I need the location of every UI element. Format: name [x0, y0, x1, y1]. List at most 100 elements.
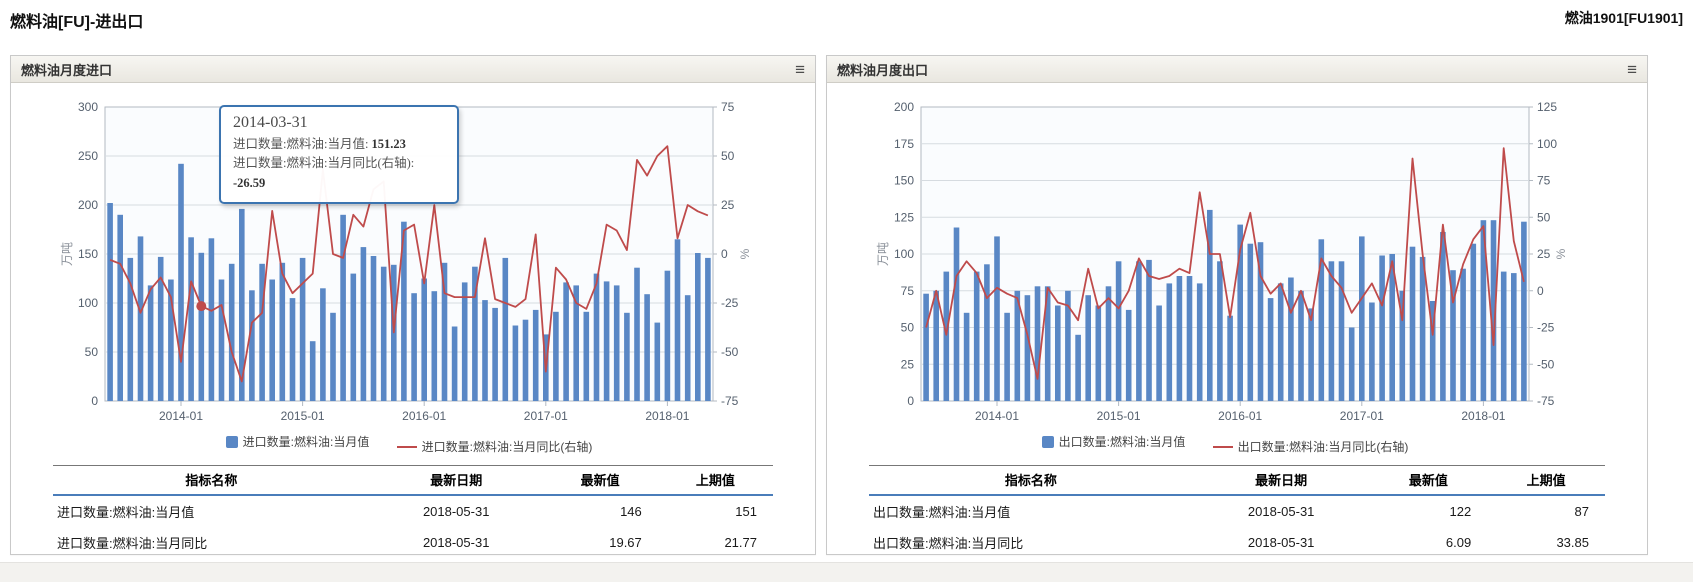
- bar: [1136, 261, 1142, 401]
- bar: [1399, 290, 1406, 402]
- x-axis-tick-label: 2015-01: [281, 409, 325, 423]
- bar: [1156, 305, 1162, 401]
- bar: [674, 239, 681, 401]
- bar: [1450, 270, 1456, 401]
- left-axis-tick-label: 150: [78, 247, 98, 261]
- bar: [1277, 283, 1284, 401]
- bar: [441, 262, 448, 401]
- bar: [1247, 243, 1254, 401]
- bar: [664, 270, 671, 401]
- bar: [259, 263, 265, 401]
- bar: [299, 257, 306, 401]
- legend-item-import-value[interactable]: 进口数量:燃料油:当月值: [225, 433, 370, 450]
- import-legend: 进口数量:燃料油:当月值 进口数量:燃料油:当月同比(右轴): [59, 433, 759, 455]
- yoy-line: [109, 145, 709, 383]
- bar: [107, 203, 113, 401]
- bar: [522, 319, 529, 401]
- bar: [461, 282, 468, 401]
- table-row: 进口数量:燃料油:当月值 2018-05-31 146 151: [57, 504, 757, 520]
- bar: [695, 253, 701, 401]
- export-panel: 燃料油月度出口 ≡ 0 25 50 75 100 125 150 175 200 -75 -50 -2…: [826, 55, 1648, 555]
- bar: [1419, 256, 1426, 401]
- bar: [1176, 276, 1183, 401]
- bar: [512, 325, 519, 401]
- bar: [269, 279, 275, 401]
- right-axis-tick-label: 125: [1537, 100, 1557, 114]
- table-row: 进口数量:燃料油:当月同比 2018-05-31 19.67 21.77: [57, 535, 757, 551]
- right-axis-tick-label: -25: [721, 296, 739, 310]
- bar: [137, 236, 144, 401]
- bar: [613, 285, 620, 401]
- bar-swatch-icon: [225, 435, 238, 448]
- left-axis-tick-label: 100: [78, 296, 98, 310]
- legend-label: 进口数量:燃料油:当月值: [242, 435, 370, 449]
- bar: [482, 300, 488, 401]
- x-axis-tick-label: 2017-01: [524, 409, 568, 423]
- bar: [624, 312, 630, 401]
- contract-label[interactable]: 燃油1901[FU1901]: [1564, 10, 1683, 26]
- bar: [1429, 301, 1436, 401]
- export-chart-canvas[interactable]: 0 25 50 75 100 125 150 175 200 -75 -50 -25 0 25 50 75 10…: [875, 97, 1575, 429]
- bar: [1338, 261, 1345, 401]
- menu-icon[interactable]: ≡: [795, 59, 805, 79]
- import-chart: 0 50 100 150 200 250 300 -75 -50 -25 0 25 50 75 2014-0…: [23, 87, 803, 429]
- bar: [401, 221, 407, 401]
- right-axis-tick-label: -25: [1537, 321, 1555, 335]
- x-axis-tick-label: 2014-01: [975, 409, 1019, 423]
- bar: [1511, 273, 1517, 401]
- table-row: 出口数量:燃料油:当月值 2018-05-31 122 87: [873, 504, 1589, 520]
- bar: [1217, 261, 1223, 401]
- menu-icon[interactable]: ≡: [1627, 59, 1637, 79]
- bar: [279, 262, 286, 401]
- right-axis-tick-label: -50: [1537, 357, 1555, 371]
- right-axis-tick-label: 0: [1537, 284, 1544, 298]
- bar: [1095, 305, 1102, 401]
- bar: [644, 294, 650, 401]
- yoy-line: [925, 147, 1525, 380]
- left-axis-tick-label: 300: [78, 100, 98, 114]
- bar: [198, 252, 205, 401]
- bar: [228, 263, 235, 401]
- bar: [1318, 239, 1325, 401]
- right-axis-tick-label: -50: [721, 345, 739, 359]
- bar: [1014, 290, 1021, 402]
- bar: [1409, 246, 1416, 401]
- bar: [208, 238, 215, 401]
- bar: [1105, 286, 1112, 401]
- bar: [178, 163, 184, 401]
- bar: [684, 295, 691, 401]
- bar: [380, 266, 387, 401]
- bar: [1207, 209, 1213, 401]
- bar: [705, 257, 711, 401]
- bar: [1288, 277, 1294, 401]
- top-bar: 燃料油[FU]-进出口 燃油1901[FU1901]: [10, 8, 1685, 34]
- bar: [1379, 255, 1385, 401]
- legend-item-import-yoy[interactable]: 进口数量:燃料油:当月同比(右轴): [396, 438, 592, 455]
- import-panel: 燃料油月度进口 ≡ 0 50 100 150 200 250 300 -75 -50 -25 0 25…: [10, 55, 816, 555]
- x-axis-tick-label: 2014-01: [159, 409, 203, 423]
- bar: [963, 312, 970, 401]
- bar: [1227, 315, 1233, 401]
- bar: [553, 311, 559, 401]
- legend-label: 出口数量:燃料油:当月值: [1058, 435, 1186, 449]
- x-axis-tick-label: 2017-01: [1340, 409, 1384, 423]
- legend-item-export-yoy[interactable]: 出口数量:燃料油:当月同比(右轴): [1212, 438, 1409, 455]
- legend-label: 出口数量:燃料油:当月同比(右轴): [1237, 440, 1409, 454]
- bar: [1055, 305, 1061, 401]
- bar: [451, 326, 458, 401]
- bar: [1166, 283, 1173, 401]
- table-header: 最新值: [542, 465, 658, 496]
- table-header: 最新值: [1369, 465, 1488, 496]
- legend-item-export-value[interactable]: 出口数量:燃料油:当月值: [1041, 433, 1186, 450]
- chart-tooltip: 2014-03-31 进口数量:燃料油:当月值: 151.23 进口数量:燃料油…: [219, 105, 459, 205]
- bar: [1237, 224, 1243, 401]
- bar: [218, 279, 225, 401]
- bar: [1024, 295, 1031, 401]
- left-axis-tick-label: 250: [78, 149, 98, 163]
- bar: [943, 271, 950, 401]
- bar: [1490, 220, 1497, 401]
- import-panel-title: 燃料油月度进口: [21, 62, 113, 78]
- left-axis-tick-label: 150: [894, 174, 914, 188]
- y2-axis-unit-label: %: [1554, 248, 1568, 259]
